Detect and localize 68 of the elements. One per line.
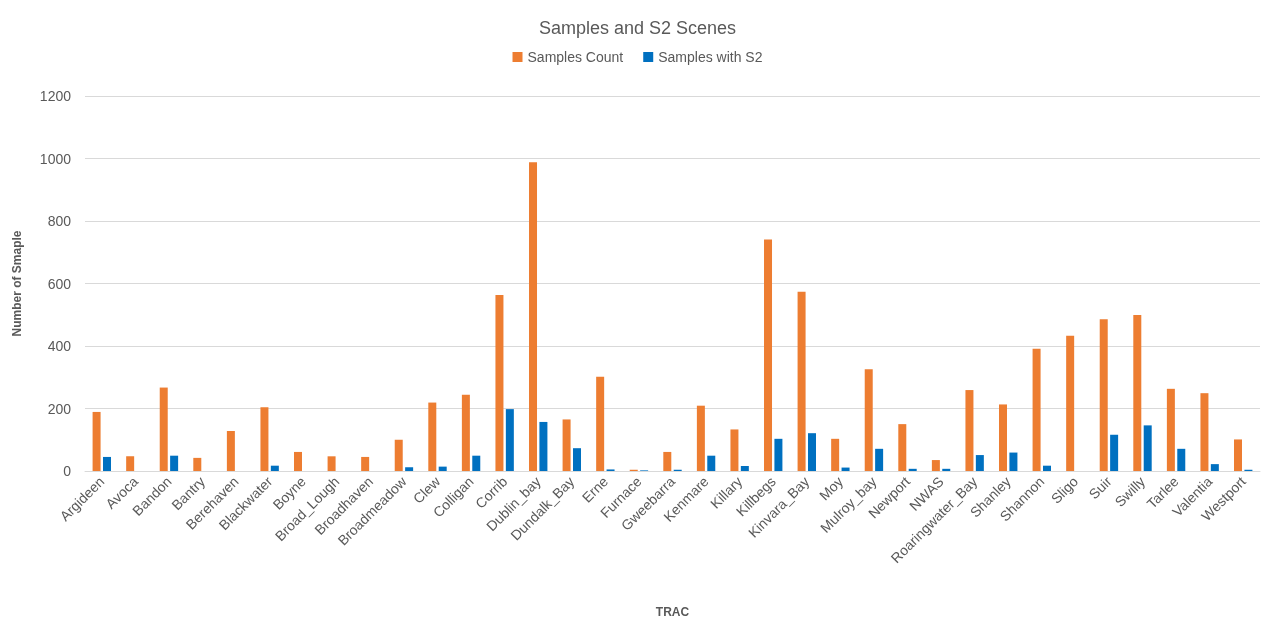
bar xyxy=(730,429,739,471)
legend-label: Samples Count xyxy=(527,49,624,65)
bar xyxy=(170,455,179,471)
bar xyxy=(126,456,135,471)
bar xyxy=(539,421,548,471)
bar xyxy=(999,404,1008,471)
bar xyxy=(102,456,111,471)
y-tick-label: 200 xyxy=(47,400,72,417)
x-axis-title: TRAC xyxy=(655,605,690,619)
bar xyxy=(1032,348,1041,471)
bar xyxy=(1042,465,1051,471)
y-tick-label: 1200 xyxy=(39,88,72,104)
y-tick-label: 600 xyxy=(47,275,72,292)
bar xyxy=(965,390,974,471)
bar xyxy=(226,431,235,471)
bar xyxy=(1099,319,1108,471)
y-tick-label: 800 xyxy=(47,213,72,229)
bar xyxy=(505,409,514,471)
bar xyxy=(405,467,414,471)
bar xyxy=(1234,439,1243,471)
bar xyxy=(774,438,783,471)
y-axis-title: Number of Smaple xyxy=(10,230,24,337)
bar xyxy=(764,239,773,471)
bar xyxy=(394,439,403,471)
bar xyxy=(864,369,873,471)
bar xyxy=(1143,425,1152,471)
y-tick-label: 1000 xyxy=(39,150,72,167)
legend-label: Samples with S2 xyxy=(658,49,763,65)
bar xyxy=(92,411,101,471)
bar xyxy=(975,455,984,471)
bar xyxy=(1177,448,1186,471)
bar xyxy=(1110,434,1119,471)
bar xyxy=(1166,388,1175,471)
x-tick-label: Suir xyxy=(1085,473,1115,503)
bar xyxy=(931,460,940,471)
bar xyxy=(596,376,605,471)
bar xyxy=(1066,335,1075,471)
bar xyxy=(461,394,470,471)
y-tick-label: 0 xyxy=(63,463,72,479)
bar xyxy=(807,433,816,471)
bar xyxy=(438,466,447,471)
bar xyxy=(696,405,705,471)
bar xyxy=(361,456,370,471)
bar xyxy=(428,402,437,471)
bar xyxy=(495,295,504,471)
bar xyxy=(270,465,279,471)
bar xyxy=(327,456,336,471)
bar xyxy=(562,419,571,471)
bar xyxy=(1210,464,1219,471)
bar xyxy=(898,424,907,471)
bar xyxy=(707,455,716,471)
bar xyxy=(193,457,202,471)
bar xyxy=(1009,452,1018,471)
bar xyxy=(294,451,303,471)
bar xyxy=(472,455,481,471)
bar xyxy=(529,162,538,471)
bar xyxy=(740,466,749,471)
bar xyxy=(572,448,581,471)
y-tick-label: 400 xyxy=(47,338,72,354)
bar xyxy=(260,407,269,471)
bar xyxy=(1200,393,1209,471)
bar xyxy=(797,291,806,471)
bar xyxy=(159,387,168,471)
bar xyxy=(1133,315,1142,471)
bar xyxy=(663,451,672,471)
bar xyxy=(875,448,884,471)
bar xyxy=(831,438,840,471)
chart-title: Samples and S2 Scenes xyxy=(538,18,737,38)
